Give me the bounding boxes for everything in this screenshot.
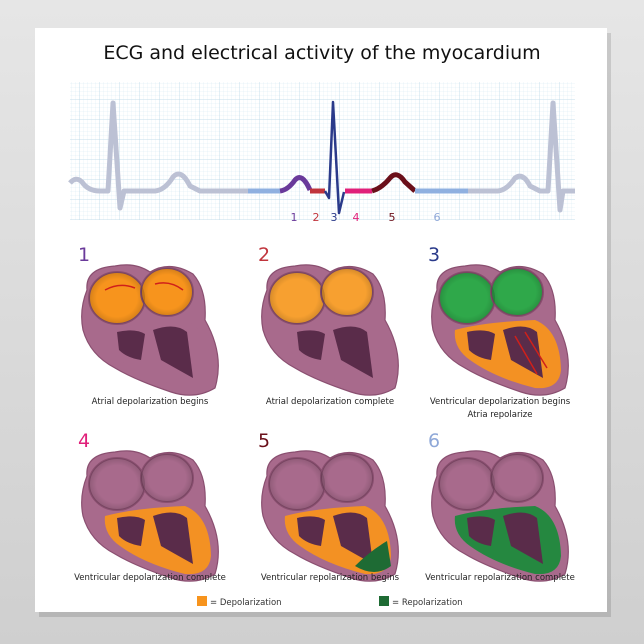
ecg-phase-label-3: 3	[331, 211, 338, 224]
ecg-phase-label-2: 2	[313, 211, 320, 224]
heart-illustration	[431, 264, 569, 396]
panel-caption: Ventricular depolarization complete	[74, 573, 226, 583]
legend-swatch-depolarization	[197, 596, 207, 606]
ecg-grid	[70, 82, 575, 220]
ecg-phase-label-1: 1	[291, 211, 298, 224]
panel-caption: Atrial depolarization complete	[266, 397, 394, 407]
panel-1: 1 Atrial depolarization begins	[78, 244, 219, 407]
panel-5: 5 Ventricular repolarization begins	[258, 430, 400, 583]
panel-3: 3 Ventricular depolarization begins Atria …	[428, 244, 571, 420]
panel-number: 2	[258, 244, 270, 266]
heart-illustration	[431, 450, 569, 582]
ecg-trace-background	[68, 100, 575, 213]
panel-caption: Ventricular repolarization complete	[425, 573, 575, 583]
panel-number: 1	[78, 244, 90, 266]
panel-caption: Atrial depolarization begins	[92, 397, 209, 407]
ecg-phase-label-6: 6	[434, 211, 441, 224]
panel-number: 3	[428, 244, 440, 266]
ecg-phase-label-5: 5	[389, 211, 396, 224]
panel-caption: Atria repolarize	[467, 410, 532, 420]
ecg-segment-p-wave	[279, 175, 313, 194]
heart-illustration	[261, 264, 399, 396]
heart-illustration	[261, 450, 399, 582]
panel-4: 4 Ventricular depolarization complete	[74, 430, 226, 583]
legend: = Depolarization = Repolarization	[197, 596, 463, 608]
panel-number: 6	[428, 430, 440, 452]
ecg-segment-t-wave	[371, 172, 417, 194]
legend-label-depolarization: = Depolarization	[210, 598, 282, 608]
panel-number: 4	[78, 430, 90, 452]
panel-caption: Ventricular depolarization begins	[430, 397, 571, 407]
panel-caption: Ventricular repolarization begins	[261, 573, 400, 583]
heart-illustration	[81, 264, 219, 396]
ecg-segment-qrs	[323, 100, 346, 215]
ecg-phase-label-4: 4	[353, 211, 360, 224]
panel-number: 5	[258, 430, 270, 452]
panel-6: 6 Ventricular repolarization complete	[425, 430, 575, 583]
legend-swatch-repolarization	[379, 596, 389, 606]
heart-illustration	[81, 450, 219, 582]
legend-label-repolarization: = Repolarization	[392, 598, 463, 608]
page-title: ECG and electrical activity of the myoca…	[103, 42, 540, 64]
panel-2: 2 Atrial depolarization complete	[258, 244, 399, 407]
